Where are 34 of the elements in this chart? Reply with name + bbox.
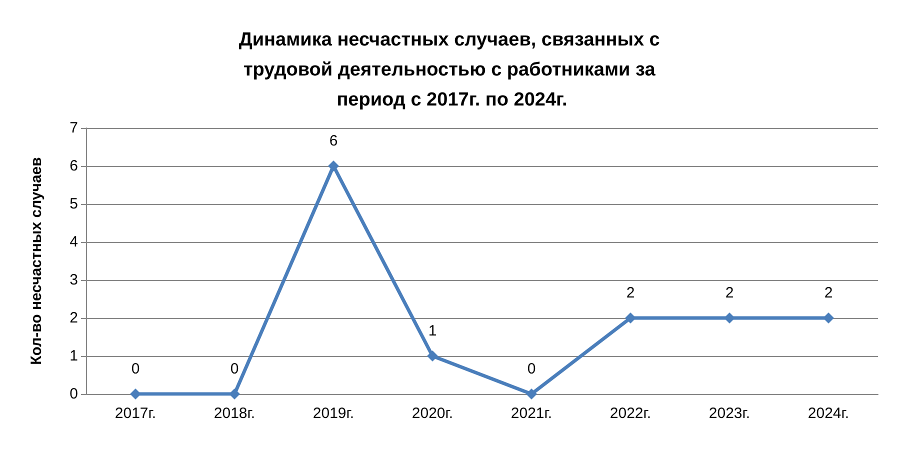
x-tick-label: 2018г. <box>214 405 256 422</box>
point <box>229 388 240 400</box>
point <box>328 160 339 172</box>
y-tick-label: 5 <box>70 196 78 212</box>
data-label: 0 <box>527 360 536 378</box>
data-label: 6 <box>329 132 338 150</box>
x-tick-label: 2022г. <box>610 405 652 422</box>
point <box>427 350 438 362</box>
y-tick-label: 7 <box>70 120 78 136</box>
data-label: 0 <box>230 360 239 378</box>
y-tick-label: 1 <box>70 348 78 364</box>
point <box>724 312 735 324</box>
x-tick-label: 2019г. <box>312 405 354 422</box>
data-label: 2 <box>725 284 734 302</box>
y-tick-label: 2 <box>70 310 78 326</box>
x-tick-label: 2020г. <box>412 405 454 422</box>
y-tick-label: 4 <box>70 234 78 250</box>
x-tick-label: 2024г. <box>808 405 850 422</box>
point <box>625 312 636 324</box>
point <box>130 388 141 400</box>
x-tick-label: 2017г. <box>114 405 156 422</box>
y-axis-title: Кол-во несчастных случаев <box>28 157 45 365</box>
data-label: 0 <box>131 360 140 378</box>
point <box>526 388 537 400</box>
data-label: 2 <box>824 284 833 302</box>
y-tick-label: 6 <box>70 158 78 174</box>
data-label: 2 <box>626 284 635 302</box>
x-tick-label: 2021г. <box>510 405 552 422</box>
chart-title: Динамика несчастных случаев, связанных с трудовой деятельностью с работниками за период с 2017г. по 2024г. <box>238 30 666 110</box>
y-tick-label: 0 <box>70 386 78 402</box>
point <box>823 312 834 324</box>
y-tick-label: 3 <box>70 272 78 288</box>
data-label: 1 <box>428 322 437 340</box>
x-tick-label: 2023г. <box>708 405 750 422</box>
